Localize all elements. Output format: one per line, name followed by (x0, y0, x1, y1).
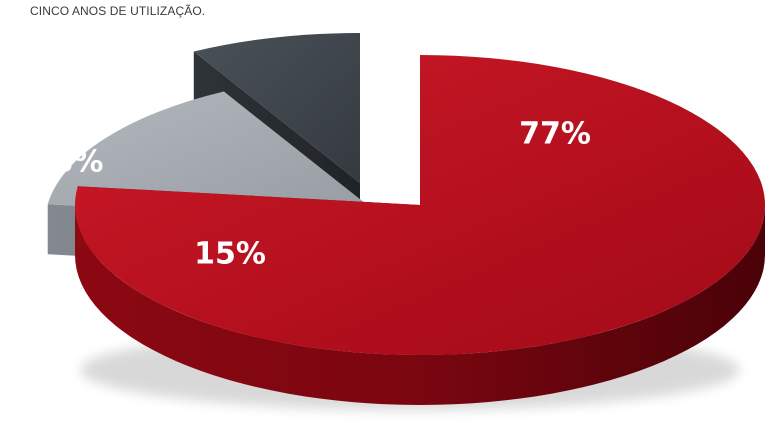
data-label-77: 77% (519, 117, 591, 152)
data-label-15: 15% (194, 237, 266, 272)
pie-slice-77 (75, 55, 766, 405)
data-label-8: 8% (53, 145, 104, 180)
pie-slice-top (75, 55, 766, 355)
pie-slice-top (193, 33, 360, 183)
chart-subtitle: CINCO ANOS DE UTILIZAÇÃO. (30, 4, 206, 18)
pie-slice-side (75, 205, 765, 405)
